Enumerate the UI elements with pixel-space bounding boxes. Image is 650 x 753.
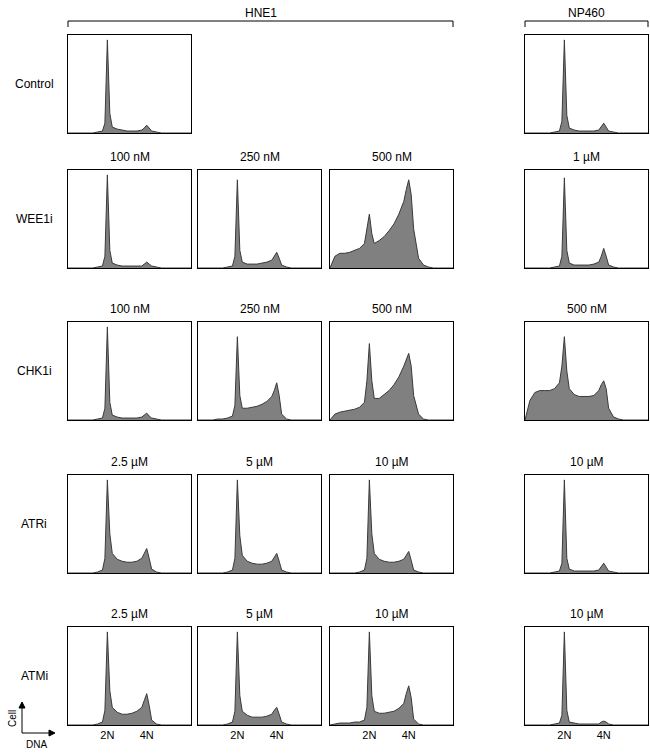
svg-text:2N: 2N: [100, 729, 114, 741]
svg-text:2N: 2N: [362, 729, 376, 741]
svg-text:1 µM: 1 µM: [573, 150, 600, 164]
svg-text:2.5 µM: 2.5 µM: [111, 455, 148, 469]
svg-text:4N: 4N: [597, 729, 611, 741]
svg-text:500 nM: 500 nM: [372, 150, 412, 164]
svg-text:500 nM: 500 nM: [567, 302, 607, 316]
svg-text:250 nM: 250 nM: [240, 150, 280, 164]
svg-text:HNE1: HNE1: [245, 6, 277, 20]
svg-text:4N: 4N: [140, 729, 154, 741]
svg-text:4N: 4N: [270, 729, 284, 741]
svg-text:ATRi: ATRi: [21, 517, 47, 531]
svg-text:ATMi: ATMi: [21, 669, 48, 683]
svg-text:5 µM: 5 µM: [246, 607, 273, 621]
svg-text:100 nM: 100 nM: [110, 150, 150, 164]
svg-text:250 nM: 250 nM: [240, 302, 280, 316]
svg-text:Cell: Cell: [7, 710, 18, 727]
svg-text:100 nM: 100 nM: [110, 302, 150, 316]
svg-text:4N: 4N: [402, 729, 416, 741]
svg-text:2N: 2N: [230, 729, 244, 741]
svg-text:DNA: DNA: [26, 739, 47, 750]
svg-text:NP460: NP460: [568, 6, 605, 20]
svg-text:10 µM: 10 µM: [570, 607, 604, 621]
svg-text:2N: 2N: [557, 729, 571, 741]
svg-text:CHK1i: CHK1i: [17, 364, 52, 378]
svg-text:Control: Control: [15, 77, 54, 91]
svg-text:10 µM: 10 µM: [570, 455, 604, 469]
svg-text:10 µM: 10 µM: [375, 455, 409, 469]
svg-text:2.5 µM: 2.5 µM: [111, 607, 148, 621]
svg-text:5 µM: 5 µM: [246, 455, 273, 469]
svg-text:10 µM: 10 µM: [375, 607, 409, 621]
svg-text:500 nM: 500 nM: [372, 302, 412, 316]
svg-text:WEE1i: WEE1i: [16, 212, 53, 226]
